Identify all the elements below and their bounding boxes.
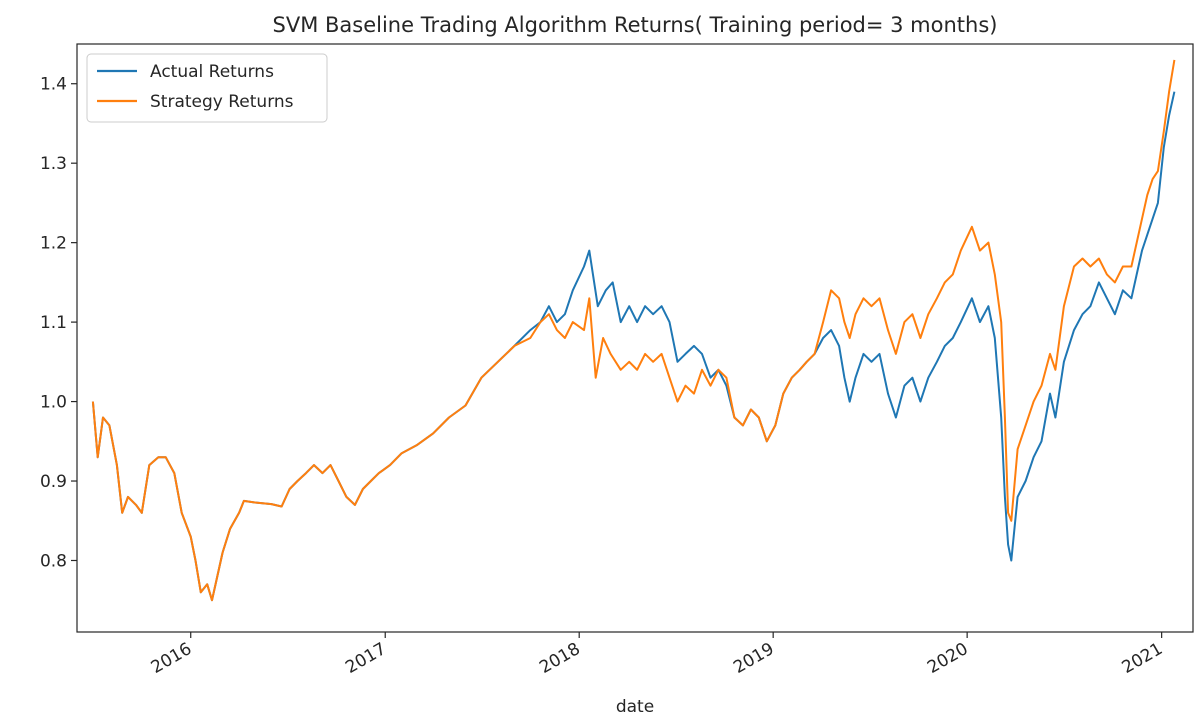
legend-label: Actual Returns [150,62,274,82]
legend: Actual Returns Strategy Returns [86,53,328,123]
series-line-1 [91,91,1176,602]
x-axis: 2016 2017 2018 2019 2020 2021 [148,632,1166,678]
y-tick-label: 1.2 [40,234,67,254]
chart-title: SVM Baseline Trading Algorithm Returns( … [273,13,998,37]
y-tick-label: 0.8 [40,551,67,571]
plot-lines [91,59,1176,602]
y-tick-label: 1.4 [40,75,67,95]
x-tick-label: 2019 [730,639,777,678]
y-tick-label: 1.0 [40,393,67,413]
x-tick-label: 2017 [342,639,389,678]
x-tick-label: 2018 [536,639,583,678]
y-tick-label: 1.3 [40,154,67,174]
legend-label: Strategy Returns [150,92,294,112]
y-tick-label: 1.1 [40,313,67,333]
plot-frame [76,43,1194,633]
series-line-2 [91,59,1176,602]
x-tick-label: 2016 [148,639,195,678]
x-tick-label: 2020 [924,639,971,678]
x-axis-label: date [616,697,654,717]
legend-box [86,53,328,123]
y-tick-label: 0.9 [40,472,67,492]
y-axis: 0.8 0.9 1.0 1.1 1.2 1.3 1.4 [40,75,77,571]
x-tick-label: 2021 [1119,639,1166,678]
